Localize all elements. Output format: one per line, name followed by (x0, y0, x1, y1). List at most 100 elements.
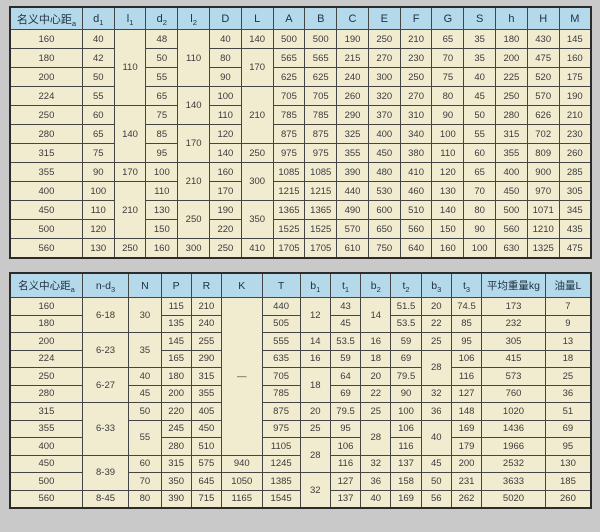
column-header: M (558, 6, 592, 30)
cell: 570 (336, 219, 369, 239)
cell: 22 (360, 384, 392, 403)
cell: 310 (399, 105, 433, 125)
cell: 231 (450, 472, 483, 491)
cell: 400 (367, 124, 401, 144)
cell: 140 (177, 86, 210, 125)
column-header: P (160, 272, 192, 298)
cell: 100 (145, 162, 179, 182)
subscript: 1 (316, 284, 321, 294)
cell: 280 (9, 384, 83, 403)
column-header: L (240, 6, 274, 30)
column-header: K (221, 272, 263, 298)
cell: 1705 (272, 238, 306, 259)
cell: 40 (81, 29, 115, 49)
cell: 110 (145, 181, 179, 201)
cell: 120 (209, 124, 242, 144)
cell: 69 (544, 419, 592, 438)
cell: 50 (145, 48, 179, 68)
cell: 32 (299, 472, 331, 509)
table-row: 500 120 150 220 1525 1525 570 650 560 150 90 560 121… (9, 219, 592, 239)
cell: 40 (463, 67, 497, 87)
column-header: S (463, 6, 497, 30)
column-header: l2 (177, 6, 210, 30)
cell: 400 (9, 181, 83, 201)
cell: 750 (367, 238, 401, 259)
cell: 250 (240, 143, 274, 163)
cell: 350 (160, 472, 192, 491)
cell: 145 (160, 332, 192, 351)
cell: 875 (272, 124, 306, 144)
column-header: 油量L (544, 272, 592, 298)
cell: 315 (9, 143, 83, 163)
cell: 490 (336, 200, 369, 220)
cell: 250 (113, 238, 147, 259)
subscript: a (71, 18, 77, 28)
cell: 55 (145, 67, 179, 87)
cell: 6-33 (81, 402, 130, 456)
column-header: 名义中心距a (9, 272, 83, 298)
cell: 475 (558, 238, 592, 259)
cell: 2532 (481, 454, 546, 473)
table-row: 200 50 55 90 625 625 240 300 250 75 40 225 520 175 (9, 67, 592, 87)
cell: 320 (367, 86, 401, 106)
cell: 40 (420, 419, 452, 456)
cell: 36 (544, 384, 592, 403)
cell: 520 (526, 67, 560, 87)
subscript: 1 (99, 17, 104, 27)
cell: 8-45 (81, 489, 130, 509)
cell: 53.5 (390, 314, 422, 333)
cell: 80 (128, 489, 162, 509)
cell: 200 (9, 67, 83, 87)
cell: 1365 (272, 200, 306, 220)
cell: 179 (450, 437, 483, 456)
column-header: H (526, 6, 560, 30)
subscript: 3 (465, 284, 471, 294)
cell: 120 (81, 219, 115, 239)
cell: 35 (463, 48, 497, 68)
cell: 50 (463, 105, 497, 125)
cell: 45 (329, 314, 362, 333)
cell: 625 (272, 67, 306, 87)
cell: 232 (481, 314, 546, 333)
cell: 110 (177, 29, 210, 87)
cell: 970 (526, 181, 560, 201)
table-row: 355 55 245 450 975 25 95 28 106 40 169 1436 69 (9, 419, 592, 456)
cell: 230 (558, 124, 592, 144)
cell: 110 (81, 200, 115, 220)
column-header: t2 (390, 272, 422, 298)
cell: 510 (190, 437, 223, 456)
cell: 64 (329, 367, 362, 386)
cell: 90 (463, 219, 497, 239)
cell: 70 (128, 472, 162, 491)
cell: 555 (261, 332, 301, 351)
cell: 1525 (272, 219, 306, 239)
cell: 90 (209, 67, 242, 87)
cell: 56 (420, 489, 452, 509)
table-row: 200 6-23 35 145 255 555 14 53.5 16 59 25 95 305 13 (9, 332, 592, 368)
cell: 30 (128, 297, 162, 333)
cell: 250 (367, 29, 401, 49)
cell: 169 (390, 489, 422, 509)
cell: 59 (329, 349, 362, 368)
cell: 130 (81, 238, 115, 259)
cell: 260 (558, 143, 592, 163)
cell: 18 (299, 367, 331, 403)
cell: 1085 (304, 162, 338, 182)
column-header: b3 (420, 272, 452, 298)
cell: 160 (209, 162, 242, 182)
cell: 32 (420, 384, 452, 403)
cell: 150 (145, 219, 179, 239)
cell: 175 (558, 67, 592, 87)
cell: 45 (420, 454, 452, 473)
cell: 1436 (481, 419, 546, 438)
table-row: 560 130 250 160 300 250 410 1705 1705 610 750 640 16… (9, 238, 592, 259)
table-row: 250 60 140 75 110 785 785 290 370 310 90 50 280 626 21… (9, 105, 592, 163)
cell: 55 (81, 86, 115, 106)
cell: 169 (450, 419, 483, 438)
cell: 100 (209, 86, 242, 106)
cell: 160 (431, 238, 465, 259)
cell: 290 (336, 105, 369, 125)
subscript: 2 (162, 17, 167, 27)
cell: 210 (558, 105, 592, 125)
